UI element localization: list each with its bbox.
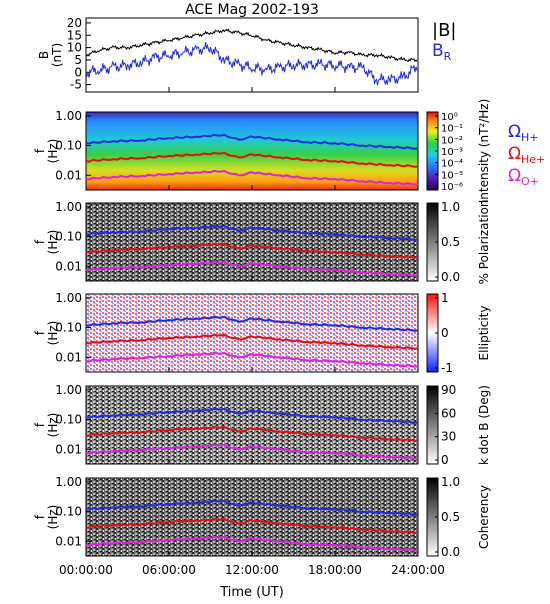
- colorbar-tick-label: 60: [441, 406, 456, 420]
- colorbar-tick-label: 0.5: [441, 235, 460, 249]
- freq-tick-label: 0.10: [55, 413, 82, 427]
- colorbar-tick-label: 10⁻⁴: [441, 159, 463, 170]
- b-y-tick-label: 20: [67, 16, 82, 30]
- panel-kdotb: 1.00 0.10 0.01 f(Hz) 90 60 30 0 k dot B (Deg): [33, 383, 491, 467]
- colorbar-tick-label: 0.5: [441, 510, 460, 524]
- freq-tick-label: 1.00: [55, 383, 82, 397]
- colorbar-tick-label: 0: [441, 326, 449, 340]
- colorbar-label: k dot B (Deg): [477, 385, 491, 465]
- freq-tick-label: 1.00: [55, 475, 82, 489]
- freq-tick-label: 0.01: [55, 168, 82, 182]
- freq-tick-label: 0.01: [55, 259, 82, 273]
- colorbar-label: Ellipticity: [477, 306, 491, 361]
- b-y-tick-label: 10: [67, 41, 82, 55]
- panel-polarization: 1.00 0.10 0.01 f(Hz) 1.0 0.5 0.0 % Polarization: [33, 200, 491, 285]
- freq-tick-label: 0.10: [55, 139, 82, 153]
- colorbar-tick-label: 10⁰: [441, 112, 458, 123]
- freq-axis-label: f(Hz): [33, 505, 60, 530]
- legend-omega-h-plus: ΩH+: [508, 122, 539, 144]
- freq-tick-label: 0.01: [55, 442, 82, 456]
- b-r-legend: BR: [432, 41, 452, 63]
- coherency-image: [85, 477, 419, 557]
- colorbar-tick-label: 1.0: [441, 200, 460, 214]
- gyro-trace: [85, 443, 419, 460]
- colorbar-tick-label: 0: [441, 453, 449, 467]
- colorbar-tick-label: 10⁻⁵: [441, 170, 463, 181]
- x-tick-label: 00:00:00: [59, 563, 113, 577]
- colorbar-label: Coherency: [477, 485, 491, 549]
- b-y-tick-label: 0: [74, 65, 82, 79]
- b-y-axis-label: B(nT): [37, 43, 64, 67]
- gyro-trace: [85, 224, 419, 241]
- gyro-trace: [85, 407, 419, 424]
- b-y-tick-label: 5: [74, 53, 82, 67]
- b-y-tick-label: 15: [67, 28, 82, 42]
- b-magnitude-legend: |B|: [432, 20, 456, 41]
- freq-tick-label: 0.01: [55, 350, 82, 364]
- gyro-trace: [85, 315, 419, 332]
- panel-ellipticity: 1.00 0.10 0.01 f(Hz) 1 0 -1 Ellipticity: [33, 291, 491, 375]
- colorbar-tick-label: -1: [441, 361, 453, 375]
- kdotb-image: [85, 385, 419, 465]
- b-legend: |B| BR: [432, 20, 456, 63]
- colorbar-tick-label: 10⁻⁶: [441, 182, 463, 193]
- freq-tick-label: 1.00: [55, 291, 82, 305]
- x-axis: 00:00:00 06:00:00 12:00:00 18:00:00 24:00:00: [59, 87, 445, 577]
- b-series-line: [85, 28, 418, 63]
- kdotb-colorbar: [426, 385, 439, 465]
- b-y-tick-label: -5: [70, 78, 82, 92]
- gyro-trace: [85, 133, 419, 150]
- freq-axis-label: f(Hz): [33, 139, 60, 164]
- colorbar-tick-label: 10⁻¹: [441, 124, 463, 135]
- freq-tick-label: 0.10: [55, 230, 82, 244]
- colorbar-tick-label: 10⁻²: [441, 135, 463, 146]
- panel-coherency: 1.00 0.10 0.01 f(Hz) 1.0 0.5 0.0 Coherency: [33, 475, 491, 559]
- freq-tick-label: 0.01: [55, 534, 82, 548]
- gyro-trace: [85, 499, 419, 516]
- colorbar-label: % Polarization: [477, 200, 491, 285]
- figure-title: ACE Mag 2002-193: [185, 2, 319, 18]
- colorbar-tick-label: 30: [441, 430, 456, 444]
- gyro-trace: [85, 517, 419, 534]
- colorbar-tick-label: 1: [441, 291, 449, 305]
- ellipticity-image: [85, 293, 419, 373]
- freq-tick-label: 1.00: [55, 109, 82, 123]
- freq-tick-label: 0.10: [55, 505, 82, 519]
- colorbar-tick-label: 1.0: [441, 475, 460, 489]
- colorbar-tick-label: 10⁻³: [441, 147, 463, 158]
- freq-tick-label: 0.10: [55, 321, 82, 335]
- x-tick-label: 12:00:00: [225, 563, 279, 577]
- freq-tick-label: 1.00: [55, 200, 82, 214]
- freq-axis-label: f(Hz): [33, 413, 60, 438]
- x-tick-label: 18:00:00: [308, 563, 362, 577]
- gyro-trace: [85, 333, 419, 350]
- gyrofrequency-legend: ΩH+ΩHe+ΩO+: [508, 122, 545, 188]
- spectrogram-panels: 1.000.100.01f(Hz)10⁰10⁻¹10⁻²10⁻³10⁻⁴10⁻⁵…: [33, 99, 491, 559]
- b-series-line: [85, 42, 418, 86]
- x-tick-label: 24:00:00: [391, 563, 445, 577]
- freq-axis-label: f(Hz): [33, 230, 60, 255]
- legend-omega-he-plus: ΩHe+: [508, 144, 545, 166]
- x-axis-label: Time (UT): [219, 585, 284, 600]
- legend-omega-o-plus: ΩO+: [508, 166, 539, 188]
- gyro-trace: [85, 425, 419, 442]
- colorbar-tick-label: 0.0: [441, 270, 460, 284]
- spectrum-image: [85, 111, 419, 191]
- gyro-trace: [85, 351, 419, 368]
- gyro-trace: [85, 242, 419, 259]
- x-tick-label: 06:00:00: [142, 563, 196, 577]
- colorbar-label: Intensity (nT²/Hz): [477, 99, 491, 204]
- polarization-image: [85, 202, 419, 282]
- gyro-trace: [85, 151, 419, 168]
- colorbar-tick-label: 0.0: [441, 545, 460, 559]
- gyro-trace: [85, 260, 419, 277]
- gyro-trace: [85, 535, 419, 552]
- colorbar-tick-label: 90: [441, 383, 456, 397]
- freq-axis-label: f(Hz): [33, 321, 60, 346]
- panel-spectrum: 1.00 0.10 0.01 f(Hz) 10⁰10⁻¹10⁻²10⁻³10⁻⁴10⁻⁵…: [33, 99, 491, 204]
- gyro-trace: [85, 169, 419, 186]
